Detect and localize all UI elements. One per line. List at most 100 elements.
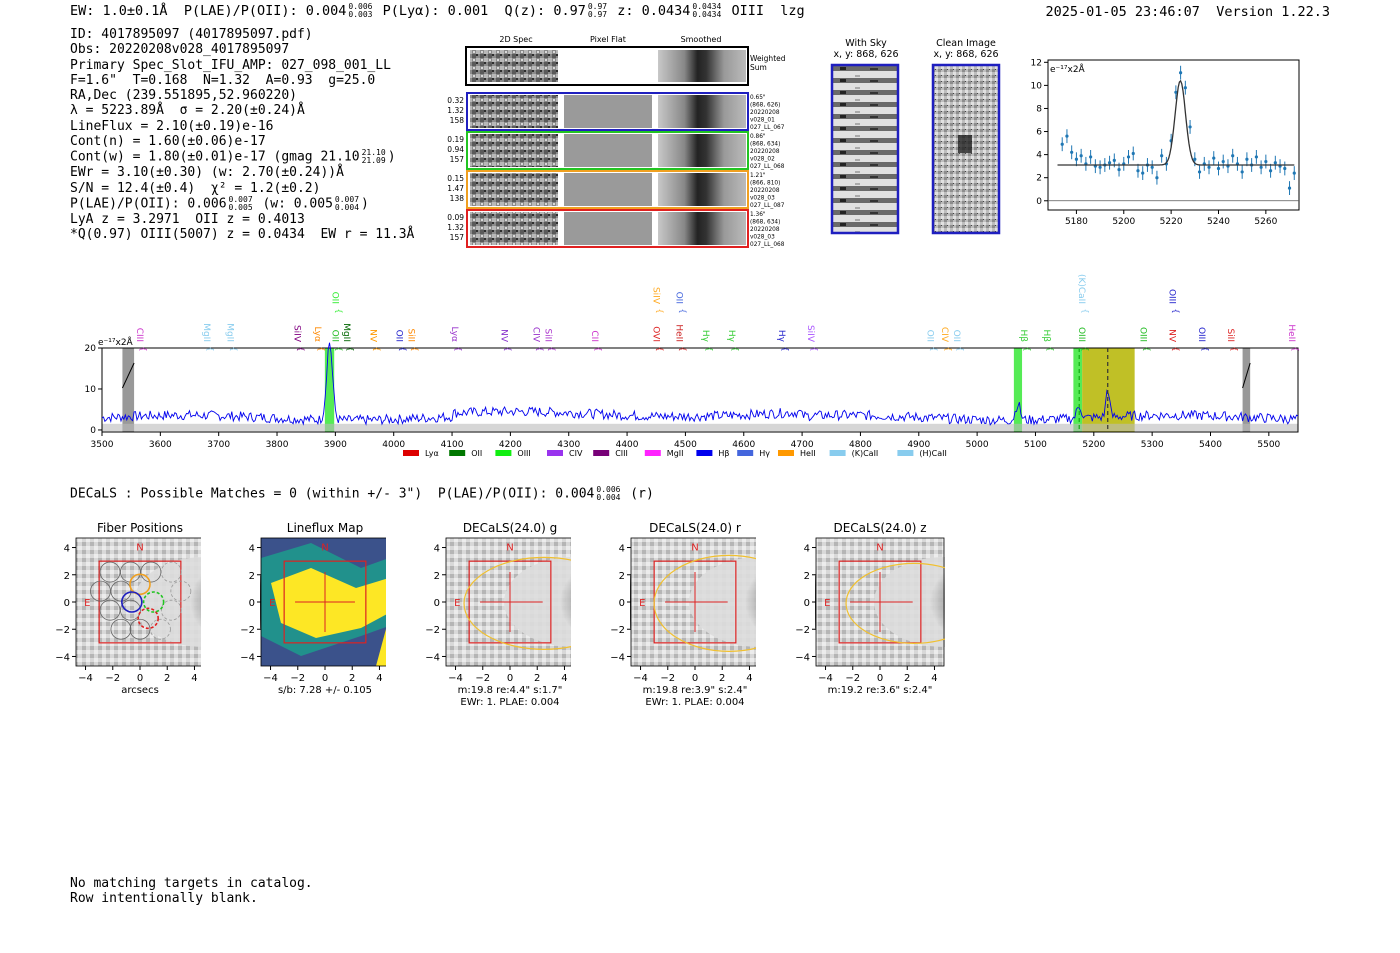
fiber-circle — [90, 580, 111, 602]
cutout-right-label: v028_01 — [750, 118, 775, 124]
line-label-brace: { — [1172, 346, 1181, 351]
weighted-label: Weighted — [750, 54, 786, 63]
line-label: OII — [329, 292, 339, 304]
zoom-ticks: 5180 5200 5220 5240 5260 0 2 4 6 8 10 12 — [1031, 58, 1278, 227]
zoom-point — [1070, 150, 1074, 154]
line-label: MgII — [341, 323, 351, 342]
panel-xtick-label: −4 — [818, 673, 833, 684]
qz-header: Q(z): 0.97 — [504, 3, 586, 19]
gmag-lo: 21.09 — [361, 156, 386, 166]
cutout-frame — [466, 92, 749, 131]
aperture-box — [283, 560, 367, 644]
info-id: ID: 4017895097 (4017895097.pdf) — [70, 27, 313, 42]
z-header: z: 0.0434 — [617, 3, 691, 19]
cutout-frame — [466, 170, 749, 209]
panel-caption: m:19.8 re:3.9" s:2.4" — [643, 685, 748, 696]
zoom-point — [1117, 168, 1121, 172]
cutout-left-label: 1.32 — [447, 223, 464, 232]
zoom-frame — [1047, 59, 1300, 211]
cutout-right-label: (868, 634) — [750, 220, 780, 226]
detection-info: ID: 4017895097 (4017895097.pdf) Obs: 202… — [70, 27, 414, 243]
zoom-xtick-label: 5240 — [1207, 217, 1230, 227]
cutout-2d — [470, 134, 558, 167]
zoom-point — [1287, 186, 1292, 190]
line-label-brace: { — [536, 346, 545, 351]
panel-ytick-label: −2 — [240, 625, 255, 636]
clean-image-label: Clean Image — [936, 38, 996, 49]
north-label: N — [506, 542, 513, 553]
info-plae-lo: 0.005 — [228, 202, 253, 212]
fiber-circle — [160, 561, 182, 583]
panel-title: Lineflux Map — [287, 521, 363, 535]
info-obs: Obs: 20220208v028_4017895097 — [70, 42, 290, 58]
line-label-brace: { — [655, 346, 664, 351]
full-spectrum-chart: e⁻¹⁷x2Å 3500 3600 3700 3800 3900 4000 4100 4200… — [85, 274, 1301, 458]
fiber-circle — [99, 561, 121, 583]
legend-label: Hβ — [718, 449, 729, 458]
with-sky-title: With Sky x, y: 868, 626 — [830, 38, 902, 60]
fiber-circle — [129, 618, 151, 640]
zoom-point — [1207, 165, 1211, 169]
panel-ytick-label: 4 — [619, 544, 625, 555]
full-xtick-label: 5000 — [966, 440, 989, 450]
line-label: OIII — [1076, 327, 1086, 342]
legend-swatch — [449, 450, 466, 456]
masked-band — [122, 348, 135, 432]
line-label: OIII — [1137, 327, 1147, 342]
legend-swatch — [495, 450, 512, 456]
panel-ytick-label: 2 — [804, 571, 810, 582]
line-label: NV — [499, 329, 509, 343]
line-label: CII — [589, 330, 599, 342]
line-label-brace: { — [679, 346, 688, 351]
full-xtick-label: 5200 — [1082, 440, 1105, 450]
line-label-brace: { — [930, 346, 939, 351]
panel-ytick-label: 4 — [804, 544, 810, 555]
zoom-point — [1216, 166, 1221, 171]
full-ytick-label: 20 — [85, 344, 97, 354]
panel-xtick-label: −2 — [475, 673, 490, 684]
panel-xtick-label: −4 — [448, 673, 463, 684]
zoom-xtick-label: 5220 — [1160, 217, 1183, 227]
full-xtick-label: 3600 — [149, 440, 172, 450]
plae-w-hi: 0.007 — [334, 194, 360, 204]
line-label: OIII — [1196, 327, 1206, 342]
panel-ytick-label: 4 — [64, 544, 70, 555]
cutout-right-label: 20220208 — [750, 149, 780, 155]
info-contw: Cont(w) = 1.80(±0.01)e-17 (gmag 21.10 21.… — [70, 149, 414, 165]
full-ytick-label: 10 — [85, 385, 97, 395]
line-label: Hβ — [1041, 329, 1051, 342]
full-xtick-label: 4500 — [674, 440, 697, 450]
panel-caption: m:19.2 re:3.6" s:2.4" — [828, 685, 933, 696]
line-label: MgII — [201, 323, 211, 342]
decals-heading-end: (r) — [622, 486, 654, 502]
line-label: OIII — [1167, 289, 1177, 304]
cutout-right-label: v028_03 — [750, 235, 775, 241]
cutout-right-label: 0.86" — [750, 134, 766, 140]
cutout-left-label: 1.32 — [447, 106, 464, 115]
panel-caption-2: EWr: 1. PLAE: 0.004 — [460, 697, 559, 708]
zoom-ytick-label: 10 — [1031, 81, 1043, 91]
zoom-unit-label: e⁻¹⁷x2Å — [1050, 63, 1086, 75]
panel-ytick-label: 2 — [434, 571, 440, 582]
clip-left — [50, 536, 74, 668]
legend-label: Hγ — [759, 449, 770, 458]
panel-xtick-label: 4 — [191, 673, 197, 684]
zoom-point — [1183, 86, 1187, 90]
clip-right — [945, 536, 980, 668]
zoom-point — [1174, 90, 1178, 94]
panel-xtick-label: 0 — [877, 673, 883, 684]
full-xtick-label: 3900 — [324, 440, 347, 450]
qz-hi: 0.97 — [587, 2, 608, 11]
full-xtick-label: 5500 — [1257, 440, 1280, 450]
full-xtick-label: 4600 — [732, 440, 755, 450]
zoom-point — [1197, 170, 1202, 174]
cutout-right-label: (868, 626) — [750, 103, 780, 109]
fiber-circle — [129, 573, 151, 596]
clip-left — [756, 536, 814, 668]
panel-xtick-label: 4 — [931, 673, 937, 684]
panel-ytick-label: 2 — [64, 571, 70, 582]
line-label: SiIV — [805, 325, 815, 343]
line-label-brace: { — [399, 346, 408, 351]
full-xtick-label: 4800 — [849, 440, 872, 450]
